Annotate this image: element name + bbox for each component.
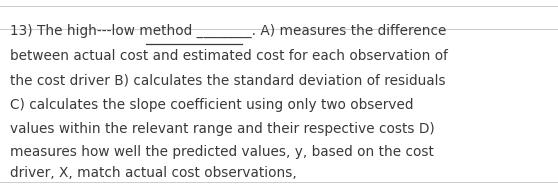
Text: driver, X, match actual cost observations,: driver, X, match actual cost observation…	[10, 167, 297, 180]
Text: between actual cost and estimated cost for each observation of: between actual cost and estimated cost f…	[10, 49, 448, 63]
Text: C) calculates the slope coefficient using only two observed: C) calculates the slope coefficient usin…	[10, 98, 413, 112]
Text: values within the relevant range and their respective costs D): values within the relevant range and the…	[10, 122, 435, 136]
Text: measures how well the predicted values, y, based on the cost: measures how well the predicted values, …	[10, 145, 434, 159]
Text: the cost driver B) calculates the standard deviation of residuals: the cost driver B) calculates the standa…	[10, 74, 446, 87]
Text: 13) The high---low method ________. A) measures the difference: 13) The high---low method ________. A) m…	[10, 24, 446, 38]
